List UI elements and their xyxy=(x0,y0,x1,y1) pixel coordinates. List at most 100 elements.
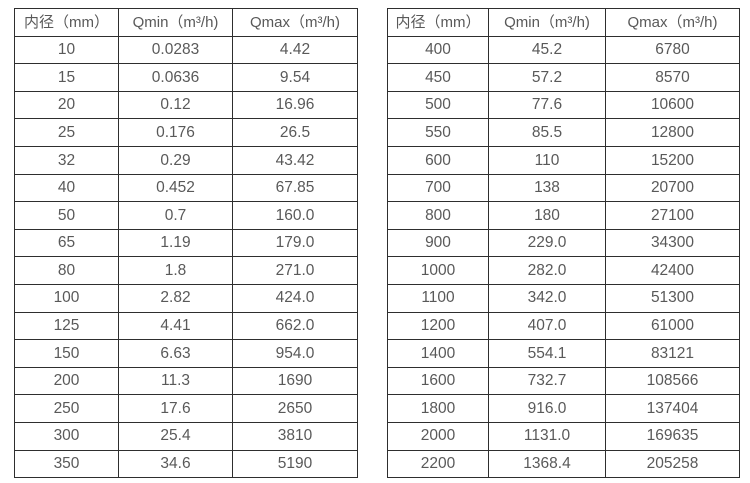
table-cell: 8570 xyxy=(605,63,740,92)
table-cell: 1.8 xyxy=(118,256,233,285)
table-cell: 0.0636 xyxy=(118,63,233,92)
table-cell: 1400 xyxy=(387,339,489,368)
table-cell: 282.0 xyxy=(488,256,606,285)
table-cell: 550 xyxy=(387,118,489,147)
table-row: 350 34.6 5190 xyxy=(14,449,358,479)
table-cell: 25 xyxy=(14,118,119,147)
column-header: Qmax（m³/h) xyxy=(605,8,740,37)
table-row: 100 2.82 424.0 xyxy=(14,283,358,313)
table-cell: 17.6 xyxy=(118,394,233,423)
table-cell: 169635 xyxy=(605,421,740,451)
table-cell: 500 xyxy=(387,90,489,120)
table-cell: 40 xyxy=(14,173,119,203)
table-cell: 200 xyxy=(14,366,119,396)
table-cell: 77.6 xyxy=(488,90,606,120)
table-cell: 5190 xyxy=(232,449,358,479)
table-row: 1600 732.7 108566 xyxy=(387,366,740,396)
table-row: 250 17.6 2650 xyxy=(14,394,358,423)
table-cell: 407.0 xyxy=(488,311,606,341)
table-cell: 700 xyxy=(387,173,489,203)
table-cell: 67.85 xyxy=(232,173,358,203)
table-cell: 205258 xyxy=(605,449,740,479)
table-row: 32 0.29 43.42 xyxy=(14,145,358,175)
table-cell: 150 xyxy=(14,339,119,368)
table-cell: 1800 xyxy=(387,394,489,423)
table-row: 500 77.6 10600 xyxy=(387,90,740,120)
table-row: 65 1.19 179.0 xyxy=(14,228,358,258)
table-cell: 42400 xyxy=(605,256,740,285)
table-cell: 32 xyxy=(14,145,119,175)
table-cell: 4.42 xyxy=(232,35,358,65)
table-cell: 43.42 xyxy=(232,145,358,175)
table-cell: 6.63 xyxy=(118,339,233,368)
table-row: 700 138 20700 xyxy=(387,173,740,203)
table-cell: 26.5 xyxy=(232,118,358,147)
table-row: 450 57.2 8570 xyxy=(387,63,740,92)
table-cell: 0.452 xyxy=(118,173,233,203)
table-cell: 61000 xyxy=(605,311,740,341)
table-cell: 1131.0 xyxy=(488,421,606,451)
table-cell: 179.0 xyxy=(232,228,358,258)
table-row: 20 0.12 16.96 xyxy=(14,90,358,120)
table-cell: 350 xyxy=(14,449,119,479)
table-cell: 229.0 xyxy=(488,228,606,258)
column-header: Qmin（m³/h) xyxy=(118,8,233,37)
table-cell: 3810 xyxy=(232,421,358,451)
table-cell: 125 xyxy=(14,311,119,341)
table-cell: 11.3 xyxy=(118,366,233,396)
table-cell: 51300 xyxy=(605,283,740,313)
table-cell: 271.0 xyxy=(232,256,358,285)
table-cell: 732.7 xyxy=(488,366,606,396)
table-cell: 34.6 xyxy=(118,449,233,479)
table-row: 800 180 27100 xyxy=(387,201,740,230)
table-cell: 300 xyxy=(14,421,119,451)
table-cell: 2000 xyxy=(387,421,489,451)
table-cell: 20700 xyxy=(605,173,740,203)
table-cell: 50 xyxy=(14,201,119,230)
table-cell: 0.0283 xyxy=(118,35,233,65)
table-cell: 2650 xyxy=(232,394,358,423)
table-row: 125 4.41 662.0 xyxy=(14,311,358,341)
table-cell: 65 xyxy=(14,228,119,258)
table-cell: 180 xyxy=(488,201,606,230)
table-cell: 15200 xyxy=(605,145,740,175)
table-cell: 1200 xyxy=(387,311,489,341)
table-row: 600 110 15200 xyxy=(387,145,740,175)
table-cell: 954.0 xyxy=(232,339,358,368)
table-cell: 2.82 xyxy=(118,283,233,313)
table-cell: 900 xyxy=(387,228,489,258)
table-cell: 20 xyxy=(14,90,119,120)
table-cell: 15 xyxy=(14,63,119,92)
table-cell: 6780 xyxy=(605,35,740,65)
table-cell: 16.96 xyxy=(232,90,358,120)
table-cell: 400 xyxy=(387,35,489,65)
table-row: 2000 1131.0 169635 xyxy=(387,421,740,451)
table-row: 200 11.3 1690 xyxy=(14,366,358,396)
table-row: 1400 554.1 83121 xyxy=(387,339,740,368)
table-cell: 1690 xyxy=(232,366,358,396)
table-row: 2200 1368.4 205258 xyxy=(387,449,740,479)
table-cell: 110 xyxy=(488,145,606,175)
table-cell: 662.0 xyxy=(232,311,358,341)
table-row: 1800 916.0 137404 xyxy=(387,394,740,423)
table-cell: 12800 xyxy=(605,118,740,147)
table-cell: 0.29 xyxy=(118,145,233,175)
table-cell: 0.7 xyxy=(118,201,233,230)
table-cell: 450 xyxy=(387,63,489,92)
table-cell: 83121 xyxy=(605,339,740,368)
table-cell: 916.0 xyxy=(488,394,606,423)
table-cell: 45.2 xyxy=(488,35,606,65)
table-cell: 1368.4 xyxy=(488,449,606,479)
table-row: 300 25.4 3810 xyxy=(14,421,358,451)
table-cell: 554.1 xyxy=(488,339,606,368)
table-row: 1000 282.0 42400 xyxy=(387,256,740,285)
table-row: 40 0.452 67.85 xyxy=(14,173,358,203)
table-row: 10 0.0283 4.42 xyxy=(14,35,358,65)
table-cell: 10 xyxy=(14,35,119,65)
table-cell: 160.0 xyxy=(232,201,358,230)
table-cell: 9.54 xyxy=(232,63,358,92)
table-cell: 424.0 xyxy=(232,283,358,313)
table-cell: 10600 xyxy=(605,90,740,120)
table-cell: 57.2 xyxy=(488,63,606,92)
